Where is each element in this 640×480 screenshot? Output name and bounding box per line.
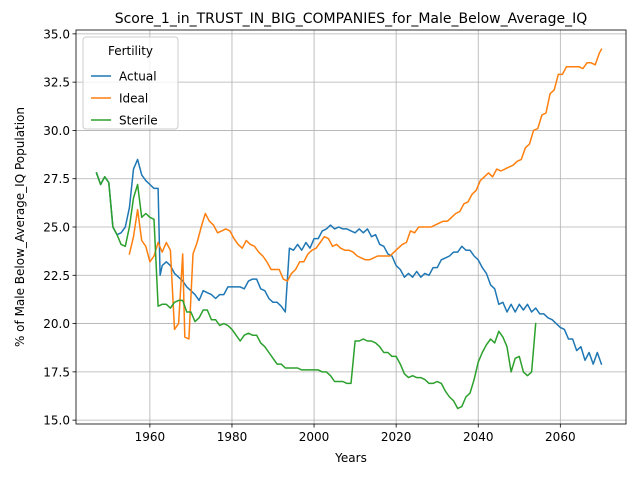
legend-box <box>82 36 179 130</box>
series-lines <box>95 48 603 410</box>
legend-label-actual: Actual <box>119 70 157 84</box>
y-tick-label: 35.0 <box>43 27 70 41</box>
series-line-actual <box>95 158 603 366</box>
y-tick-label: 20.0 <box>43 317 70 331</box>
series-line-ideal <box>128 48 603 340</box>
grid <box>76 30 626 424</box>
y-tick-label: 27.5 <box>43 172 70 186</box>
legend-label-ideal: Ideal <box>119 92 148 106</box>
y-tick-label: 32.5 <box>43 76 70 90</box>
x-tick-label: 2060 <box>545 430 576 444</box>
legend-title: Fertility <box>108 44 153 58</box>
y-axis-label: % of Male Below_Average_IQ Population <box>13 107 27 347</box>
x-tick-label: 1980 <box>217 430 248 444</box>
y-tick-label: 30.0 <box>43 124 70 138</box>
legend: Fertility Actual Ideal Sterile <box>82 36 179 130</box>
series-line-sterile <box>95 171 537 410</box>
chart-title: Score_1_in_TRUST_IN_BIG_COMPANIES_for_Ma… <box>115 11 588 27</box>
x-tick-label: 2040 <box>463 430 494 444</box>
y-tick-label: 17.5 <box>43 365 70 379</box>
y-tick-label: 25.0 <box>43 221 70 235</box>
legend-label-sterile: Sterile <box>119 114 158 128</box>
x-axis-label: Years <box>334 451 367 465</box>
x-tick-label: 2020 <box>381 430 412 444</box>
y-axis-ticks: 15.0 17.5 20.0 22.5 25.0 27.5 30.0 32.5 35.0 <box>43 27 76 428</box>
y-tick-label: 22.5 <box>43 269 70 283</box>
x-axis-ticks: 1960 1980 2000 2020 2040 2060 <box>135 424 576 444</box>
y-tick-label: 15.0 <box>43 414 70 428</box>
x-tick-label: 1960 <box>135 430 166 444</box>
x-tick-label: 2000 <box>299 430 330 444</box>
